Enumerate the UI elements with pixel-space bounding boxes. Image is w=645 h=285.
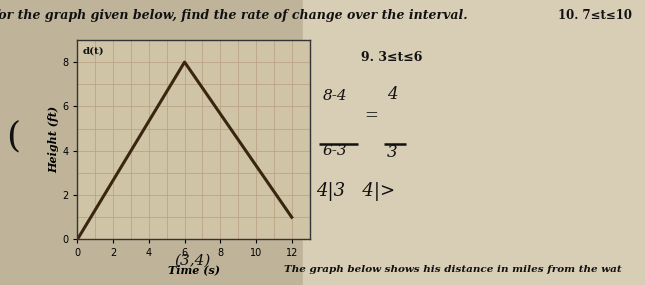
Text: 3: 3 xyxy=(387,144,397,161)
X-axis label: Time (s): Time (s) xyxy=(168,264,219,275)
Text: 8-4: 8-4 xyxy=(322,89,347,103)
Text: For the graph given below, find the rate of change over the interval.: For the graph given below, find the rate… xyxy=(0,9,468,22)
Text: The graph below shows his distance in miles from the wat: The graph below shows his distance in mi… xyxy=(284,264,621,274)
Text: (: ( xyxy=(6,120,21,154)
Text: 9. 3≤t≤6: 9. 3≤t≤6 xyxy=(361,51,422,64)
Bar xyxy=(303,0,645,285)
Text: (3,4): (3,4) xyxy=(174,254,210,268)
Text: =: = xyxy=(364,107,379,124)
Text: 10. 7≤t≤10: 10. 7≤t≤10 xyxy=(558,9,632,22)
Text: d(t): d(t) xyxy=(83,46,104,55)
Text: 6-3: 6-3 xyxy=(322,144,347,158)
Text: 4|3   4|>: 4|3 4|> xyxy=(316,182,395,201)
Y-axis label: Height (ft): Height (ft) xyxy=(48,106,59,173)
Text: 4: 4 xyxy=(387,86,397,103)
